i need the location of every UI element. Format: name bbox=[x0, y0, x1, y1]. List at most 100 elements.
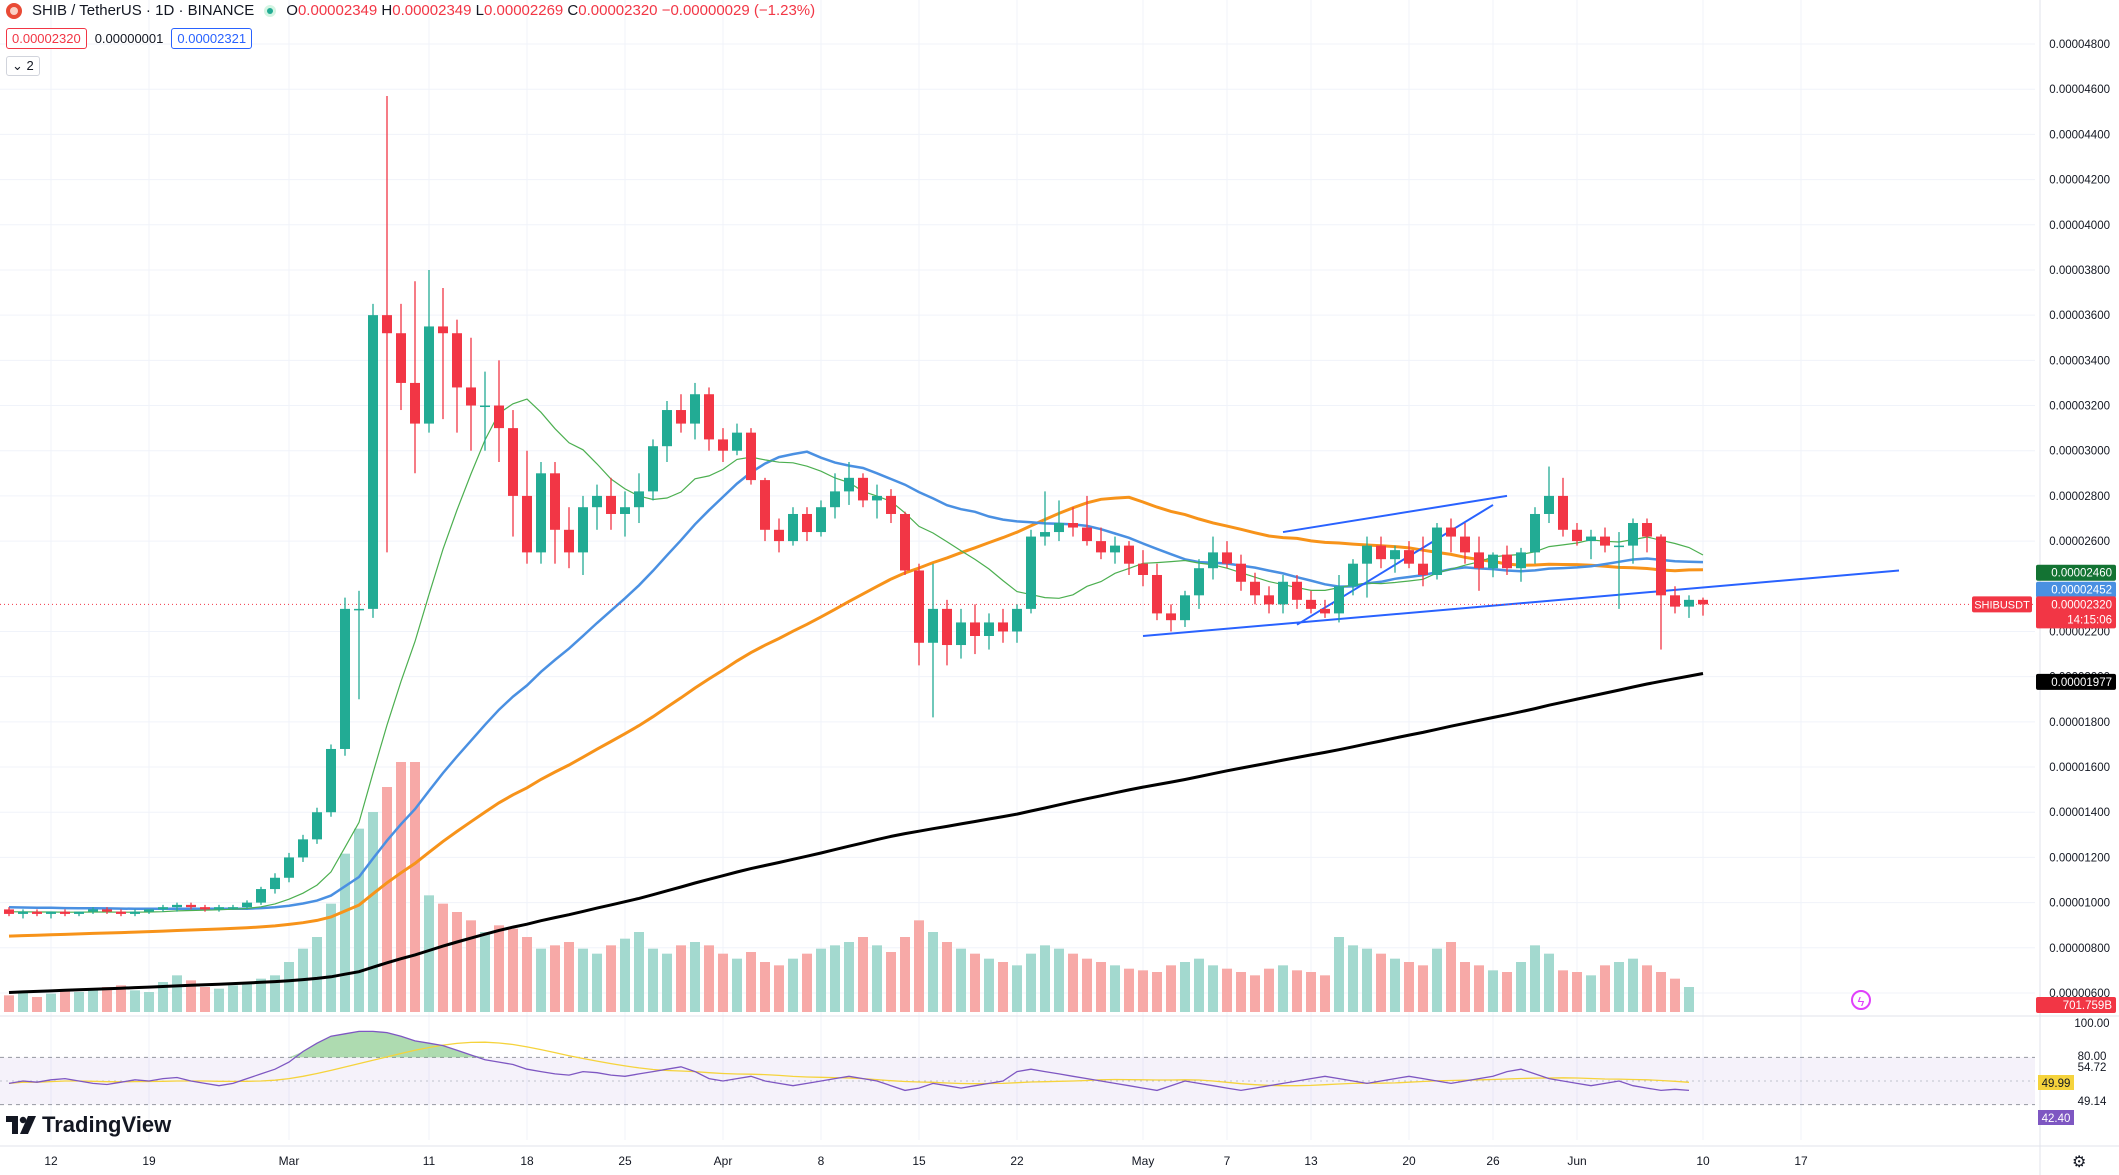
candle[interactable] bbox=[340, 608, 350, 749]
candle[interactable] bbox=[1656, 536, 1666, 596]
candle[interactable] bbox=[452, 333, 462, 388]
candle[interactable] bbox=[1138, 563, 1148, 575]
candle[interactable] bbox=[1026, 536, 1036, 609]
candle[interactable] bbox=[1320, 608, 1330, 614]
candle[interactable] bbox=[1390, 550, 1400, 560]
candle[interactable] bbox=[424, 326, 434, 424]
candle[interactable] bbox=[1684, 599, 1694, 607]
candle[interactable] bbox=[886, 495, 896, 514]
candle[interactable] bbox=[32, 911, 42, 914]
candle[interactable] bbox=[228, 907, 238, 909]
candle[interactable] bbox=[1040, 532, 1050, 537]
indicators-toggle[interactable]: ⌄ 2 bbox=[6, 56, 40, 76]
candle[interactable] bbox=[844, 477, 854, 492]
trendline[interactable] bbox=[1282, 494, 1508, 534]
candle[interactable] bbox=[1166, 613, 1176, 621]
candle[interactable] bbox=[256, 889, 266, 903]
candle[interactable] bbox=[4, 909, 14, 914]
candle[interactable] bbox=[200, 907, 210, 910]
settings-gear-icon[interactable]: ⚙ bbox=[2072, 1154, 2087, 1171]
candle[interactable] bbox=[284, 857, 294, 878]
candle[interactable] bbox=[732, 432, 742, 451]
candle[interactable] bbox=[550, 473, 560, 530]
candle[interactable] bbox=[956, 622, 966, 646]
candle[interactable] bbox=[1236, 563, 1246, 582]
candle[interactable] bbox=[1572, 529, 1582, 542]
candle[interactable] bbox=[676, 410, 686, 424]
candle[interactable] bbox=[914, 570, 924, 643]
candle[interactable] bbox=[998, 622, 1008, 632]
candle[interactable] bbox=[830, 491, 840, 508]
candle[interactable] bbox=[1670, 595, 1680, 607]
candle[interactable] bbox=[1292, 581, 1302, 600]
candle[interactable] bbox=[270, 877, 280, 890]
candle[interactable] bbox=[1544, 495, 1554, 514]
candle[interactable] bbox=[760, 480, 770, 530]
candle[interactable] bbox=[1054, 523, 1064, 533]
candle[interactable] bbox=[1180, 595, 1190, 621]
candle[interactable] bbox=[1264, 595, 1274, 605]
candle[interactable] bbox=[872, 495, 882, 501]
candle[interactable] bbox=[1124, 545, 1134, 564]
candle[interactable] bbox=[1096, 541, 1106, 553]
candle[interactable] bbox=[774, 529, 784, 542]
lightning-icon[interactable]: ϟ bbox=[1851, 990, 1871, 1010]
symbol-title[interactable]: SHIB / TetherUS · 1D · BINANCE bbox=[32, 2, 255, 19]
candle[interactable] bbox=[718, 439, 728, 451]
candle[interactable] bbox=[74, 911, 84, 914]
candle[interactable] bbox=[88, 909, 98, 912]
candle[interactable] bbox=[648, 446, 658, 492]
candle[interactable] bbox=[592, 495, 602, 508]
candle[interactable] bbox=[970, 622, 980, 636]
candle[interactable] bbox=[1110, 545, 1120, 553]
candle[interactable] bbox=[928, 608, 938, 643]
candle[interactable] bbox=[242, 902, 252, 908]
candle[interactable] bbox=[354, 608, 364, 611]
candle[interactable] bbox=[788, 513, 798, 542]
candle[interactable] bbox=[130, 911, 140, 914]
candle[interactable] bbox=[858, 477, 868, 501]
candle[interactable] bbox=[1208, 552, 1218, 569]
candle[interactable] bbox=[900, 513, 910, 571]
candle[interactable] bbox=[1530, 513, 1540, 553]
candle[interactable] bbox=[438, 326, 448, 334]
candle[interactable] bbox=[1642, 523, 1652, 537]
candle[interactable] bbox=[46, 911, 56, 914]
candle[interactable] bbox=[1152, 574, 1162, 614]
candle[interactable] bbox=[620, 507, 630, 514]
candle[interactable] bbox=[1222, 552, 1232, 564]
candle[interactable] bbox=[102, 909, 112, 912]
candle[interactable] bbox=[396, 333, 406, 383]
candle[interactable] bbox=[606, 495, 616, 514]
candle[interactable] bbox=[1348, 563, 1358, 587]
candle[interactable] bbox=[186, 904, 196, 908]
tradingview-logo[interactable]: TradingView bbox=[6, 1112, 171, 1138]
candle[interactable] bbox=[1474, 552, 1484, 569]
candle[interactable] bbox=[1082, 527, 1092, 542]
candle[interactable] bbox=[1306, 599, 1316, 609]
candle[interactable] bbox=[1068, 523, 1078, 528]
candle[interactable] bbox=[1502, 554, 1512, 569]
candle[interactable] bbox=[1488, 554, 1498, 569]
candle[interactable] bbox=[1516, 552, 1526, 569]
candle[interactable] bbox=[1432, 527, 1442, 575]
candle[interactable] bbox=[144, 909, 154, 912]
candle[interactable] bbox=[746, 432, 756, 481]
candle[interactable] bbox=[172, 904, 182, 908]
candle[interactable] bbox=[326, 748, 336, 813]
candle[interactable] bbox=[1446, 527, 1456, 537]
candle[interactable] bbox=[312, 812, 322, 840]
candle[interactable] bbox=[116, 911, 126, 914]
candle[interactable] bbox=[1278, 581, 1288, 605]
candle[interactable] bbox=[480, 405, 490, 408]
candle[interactable] bbox=[158, 907, 168, 910]
candle[interactable] bbox=[494, 405, 504, 429]
candle[interactable] bbox=[298, 839, 308, 858]
candle[interactable] bbox=[564, 529, 574, 553]
candle[interactable] bbox=[1376, 545, 1386, 560]
candle[interactable] bbox=[942, 608, 952, 646]
candle[interactable] bbox=[368, 315, 378, 609]
candle[interactable] bbox=[662, 410, 672, 447]
candle[interactable] bbox=[704, 394, 714, 440]
